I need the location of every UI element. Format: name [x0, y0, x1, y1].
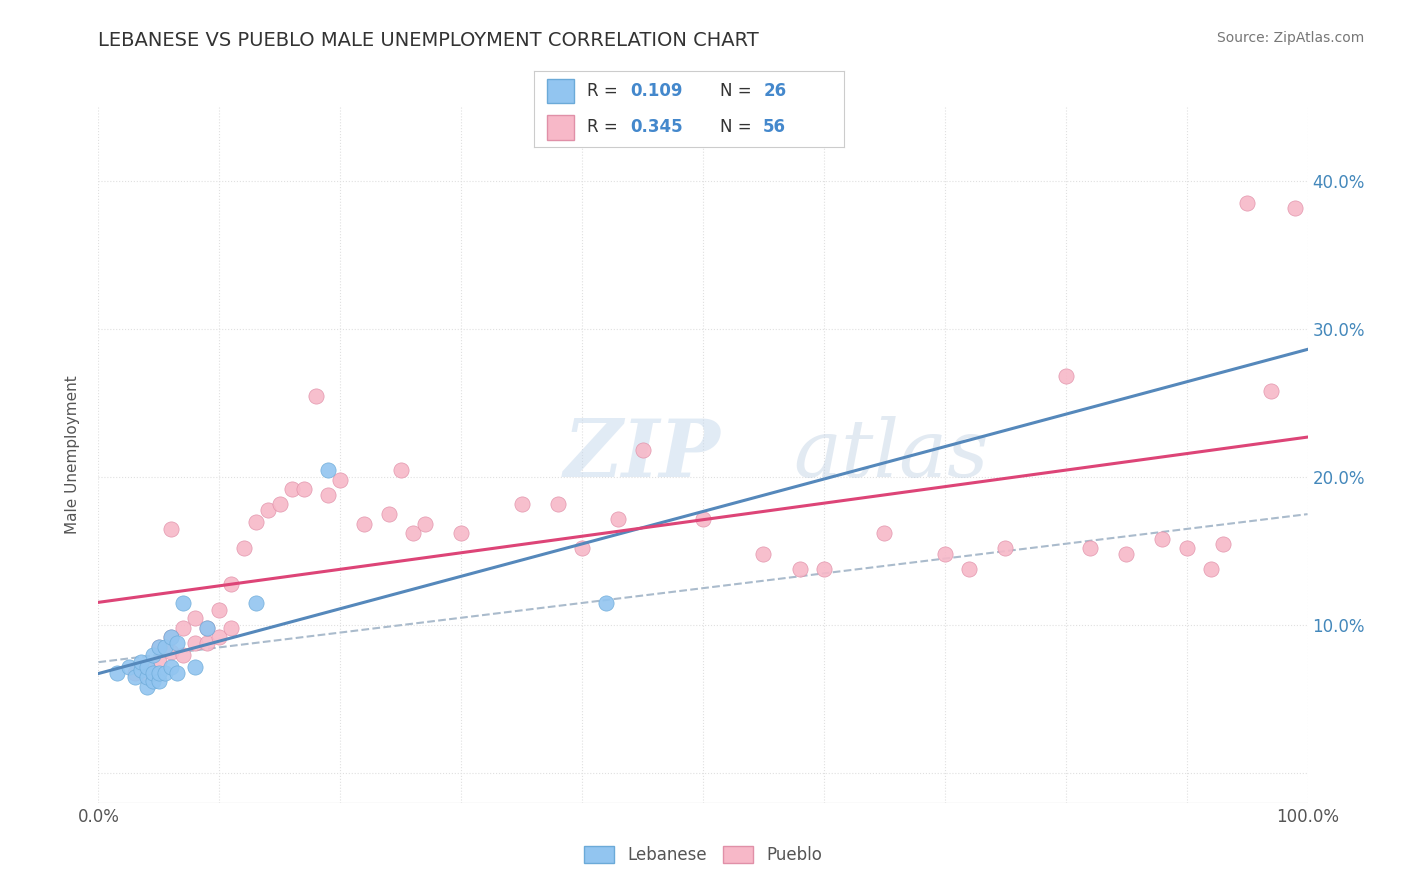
Point: [160, 630, 183, 644]
Point: [245, 596, 267, 610]
Text: LEBANESE VS PUEBLO MALE UNEMPLOYMENT CORRELATION CHART: LEBANESE VS PUEBLO MALE UNEMPLOYMENT COR…: [98, 31, 759, 50]
Point: [1115, 547, 1137, 561]
Point: [124, 665, 146, 680]
Point: [1284, 201, 1306, 215]
Text: 0.345: 0.345: [630, 119, 683, 136]
Point: [1175, 541, 1198, 556]
Point: [160, 645, 183, 659]
Point: [148, 640, 170, 655]
Point: [195, 636, 218, 650]
Point: [160, 522, 183, 536]
Point: [1236, 196, 1258, 211]
Point: [329, 473, 352, 487]
Point: [160, 630, 183, 644]
Point: [160, 659, 183, 673]
Point: [1078, 541, 1101, 556]
Point: [595, 596, 617, 610]
Point: [994, 541, 1017, 556]
Point: [450, 526, 472, 541]
Point: [269, 497, 291, 511]
Point: [221, 576, 243, 591]
Point: [389, 463, 412, 477]
Point: [148, 665, 170, 680]
Point: [184, 636, 207, 650]
Text: R =: R =: [586, 82, 623, 100]
Point: [153, 665, 176, 680]
Point: [245, 515, 267, 529]
Point: [510, 497, 533, 511]
Point: [281, 482, 304, 496]
Point: [135, 670, 157, 684]
FancyBboxPatch shape: [547, 79, 575, 103]
Point: [195, 621, 218, 635]
Text: R =: R =: [586, 119, 623, 136]
Point: [118, 659, 141, 673]
Point: [135, 670, 157, 684]
Point: [153, 640, 176, 655]
Point: [232, 541, 254, 556]
FancyBboxPatch shape: [547, 115, 575, 140]
Point: [1054, 369, 1077, 384]
Point: [142, 674, 165, 689]
Point: [402, 526, 425, 541]
Point: [631, 443, 654, 458]
Point: [292, 482, 315, 496]
Point: [129, 663, 152, 677]
Point: [934, 547, 956, 561]
Point: [221, 621, 243, 635]
Point: [148, 655, 170, 669]
Point: [208, 603, 231, 617]
Point: [256, 502, 278, 516]
Point: [135, 659, 157, 673]
Point: [184, 611, 207, 625]
Point: [142, 665, 165, 680]
Point: [129, 655, 152, 669]
Point: [142, 648, 165, 662]
Point: [172, 596, 194, 610]
Point: [571, 541, 593, 556]
Point: [316, 463, 339, 477]
Text: 26: 26: [763, 82, 786, 100]
Point: [692, 511, 714, 525]
Point: [105, 665, 128, 680]
Point: [873, 526, 896, 541]
Point: [813, 562, 835, 576]
Point: [752, 547, 775, 561]
Text: ZIP: ZIP: [564, 417, 721, 493]
Point: [316, 488, 339, 502]
Point: [148, 674, 170, 689]
Point: [166, 665, 188, 680]
Legend: Lebanese, Pueblo: Lebanese, Pueblo: [576, 839, 830, 871]
Text: N =: N =: [720, 119, 756, 136]
Point: [124, 670, 146, 684]
Point: [135, 681, 157, 695]
Point: [195, 621, 218, 635]
Text: Source: ZipAtlas.com: Source: ZipAtlas.com: [1216, 31, 1364, 45]
Point: [135, 659, 157, 673]
Point: [547, 497, 569, 511]
Point: [377, 507, 399, 521]
Point: [305, 389, 328, 403]
Point: [957, 562, 980, 576]
Point: [1152, 533, 1174, 547]
Point: [413, 517, 436, 532]
Point: [172, 648, 194, 662]
Point: [1260, 384, 1282, 399]
Point: [1199, 562, 1222, 576]
Point: [607, 511, 630, 525]
Text: 0.109: 0.109: [630, 82, 683, 100]
Text: N =: N =: [720, 82, 756, 100]
Point: [1212, 537, 1234, 551]
Point: [172, 621, 194, 635]
Point: [789, 562, 811, 576]
Point: [353, 517, 375, 532]
Y-axis label: Male Unemployment: Male Unemployment: [65, 376, 80, 534]
Point: [208, 630, 231, 644]
Text: atlas: atlas: [793, 417, 988, 493]
Text: 56: 56: [763, 119, 786, 136]
Point: [148, 640, 170, 655]
Point: [184, 659, 207, 673]
Point: [166, 636, 188, 650]
